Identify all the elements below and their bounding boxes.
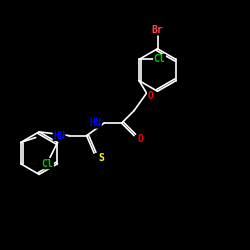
Text: HN: HN <box>53 130 65 140</box>
Text: O: O <box>138 134 143 144</box>
Text: HN: HN <box>90 118 101 128</box>
Text: Cl: Cl <box>154 54 166 64</box>
Text: Br: Br <box>152 25 164 35</box>
Text: Cl: Cl <box>42 159 53 169</box>
Text: S: S <box>99 153 104 163</box>
Text: O: O <box>148 90 153 101</box>
